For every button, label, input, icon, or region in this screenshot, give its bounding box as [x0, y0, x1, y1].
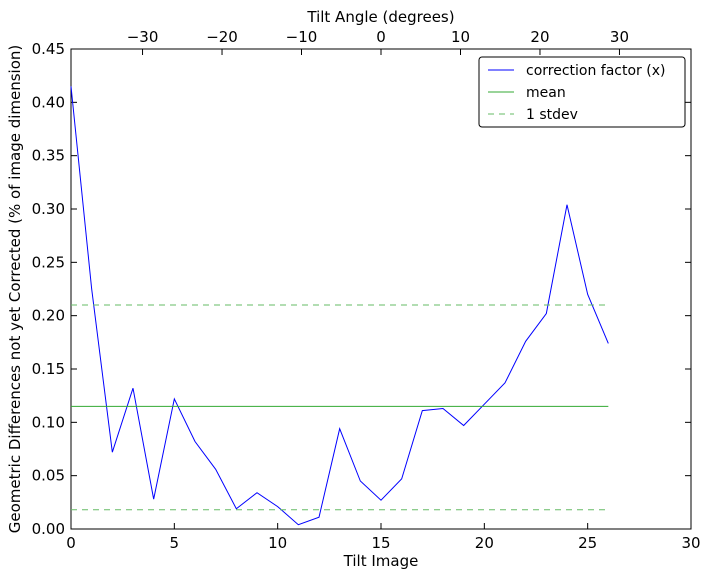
x-tick-label: 5: [170, 534, 180, 552]
legend-label-correction: correction factor (x): [526, 63, 665, 79]
top-tick-label: −30: [127, 28, 159, 46]
data-lines: [70, 86, 609, 526]
y-tick-label: 0.40: [32, 93, 65, 111]
top-tick-label: 10: [451, 28, 470, 46]
y-tick-label: 0.10: [32, 413, 65, 431]
top-axis-label: Tilt Angle (degrees): [306, 8, 454, 26]
y-tick-label: 0.30: [32, 200, 65, 218]
legend: correction factor (x) mean 1 stdev: [478, 56, 686, 128]
tick-labels: 0 5 10 15 20 25 30 −30 −20 −10 0 10 20 30 0.00 0.05 0.10…: [32, 28, 701, 552]
top-tick-label: −10: [286, 28, 318, 46]
y-tick-label: 0.00: [32, 520, 65, 538]
legend-label-stdev: 1 stdev: [526, 107, 578, 123]
y-tick-label: 0.25: [32, 253, 65, 271]
y-tick-label: 0.45: [32, 40, 65, 58]
x-tick-label: 30: [681, 534, 700, 552]
x-tick-label: 15: [371, 534, 390, 552]
y-tick-label: 0.05: [32, 467, 65, 485]
top-tick-label: 30: [610, 28, 629, 46]
x-tick-label: 10: [268, 534, 287, 552]
plot-area: [70, 48, 692, 530]
top-tick-label: 20: [530, 28, 549, 46]
x-axis-label: Tilt Image: [343, 552, 419, 570]
y-tick-label: 0.35: [32, 147, 65, 165]
top-tick-label: −20: [206, 28, 238, 46]
y-tick-label: 0.15: [32, 360, 65, 378]
y-axis-label: Geometric Differences not yet Corrected …: [6, 45, 24, 534]
y-tick-label: 0.20: [32, 307, 65, 325]
x-tick-label: 0: [66, 534, 76, 552]
x-tick-label: 25: [578, 534, 597, 552]
series-line-0: [70, 86, 609, 526]
tick-marks: [70, 48, 692, 530]
top-tick-label: 0: [376, 28, 386, 46]
legend-box: [478, 56, 686, 128]
legend-label-mean: mean: [526, 85, 566, 101]
x-tick-label: 20: [475, 534, 494, 552]
